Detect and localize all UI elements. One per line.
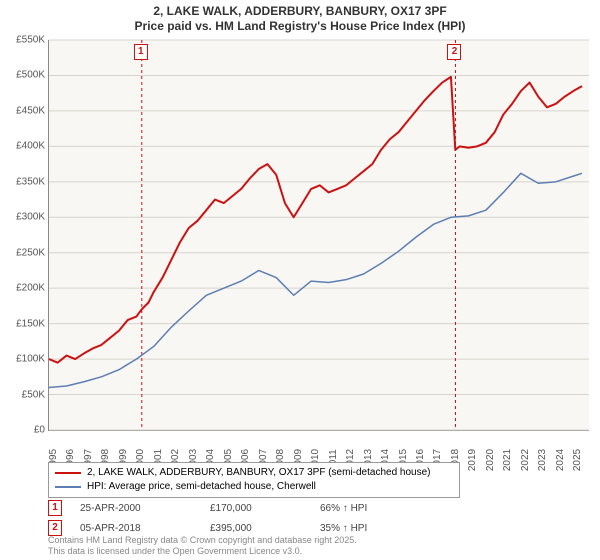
- legend-item-1: 2, LAKE WALK, ADDERBURY, BANBURY, OX17 3…: [55, 466, 453, 480]
- sale-marker-1: 1: [48, 500, 62, 516]
- footer: Contains HM Land Registry data © Crown c…: [48, 535, 357, 558]
- x-tick-label: 2020: [485, 449, 496, 471]
- legend-swatch-1: [55, 472, 81, 474]
- title-line-1: 2, LAKE WALK, ADDERBURY, BANBURY, OX17 3…: [0, 4, 600, 19]
- y-tick-label: £100K: [16, 354, 45, 365]
- y-tick-label: £350K: [16, 176, 45, 187]
- sale-date-1: 25-APR-2000: [80, 503, 210, 514]
- x-tick-label: 2022: [520, 449, 531, 471]
- y-tick-label: £500K: [16, 70, 45, 81]
- sale-delta-1: 66% ↑ HPI: [320, 503, 367, 514]
- x-tick-label: 2023: [537, 449, 548, 471]
- chart-marker: 1: [134, 44, 148, 60]
- legend-item-2: HPI: Average price, semi-detached house,…: [55, 480, 453, 494]
- y-tick-label: £300K: [16, 212, 45, 223]
- sale-delta-2: 35% ↑ HPI: [320, 523, 367, 534]
- sale-price-1: £170,000: [210, 503, 320, 514]
- x-tick-label: 2024: [555, 449, 566, 471]
- sale-date-2: 05-APR-2018: [80, 523, 210, 534]
- chart-title: 2, LAKE WALK, ADDERBURY, BANBURY, OX17 3…: [0, 0, 600, 34]
- sale-price-2: £395,000: [210, 523, 320, 534]
- chart-marker: 2: [447, 44, 461, 60]
- x-tick-label: 2025: [572, 449, 583, 471]
- chart-svg: [49, 40, 589, 430]
- y-tick-label: £550K: [16, 35, 45, 46]
- legend-swatch-2: [55, 486, 81, 488]
- x-tick-label: 2019: [467, 449, 478, 471]
- legend-label-2: HPI: Average price, semi-detached house,…: [87, 480, 316, 494]
- y-tick-label: £450K: [16, 105, 45, 116]
- sale-row-1: 1 25-APR-2000 £170,000 66% ↑ HPI: [48, 500, 367, 516]
- y-tick-label: £400K: [16, 141, 45, 152]
- footer-line-2: This data is licensed under the Open Gov…: [48, 546, 357, 557]
- y-tick-label: £150K: [16, 318, 45, 329]
- title-line-2: Price paid vs. HM Land Registry's House …: [0, 19, 600, 34]
- plot-area: [48, 40, 589, 431]
- footer-line-1: Contains HM Land Registry data © Crown c…: [48, 535, 357, 546]
- y-tick-label: £0: [34, 425, 45, 436]
- legend-label-1: 2, LAKE WALK, ADDERBURY, BANBURY, OX17 3…: [87, 466, 431, 480]
- legend: 2, LAKE WALK, ADDERBURY, BANBURY, OX17 3…: [48, 462, 460, 498]
- chart-container: 2, LAKE WALK, ADDERBURY, BANBURY, OX17 3…: [0, 0, 600, 560]
- y-tick-label: £250K: [16, 247, 45, 258]
- y-tick-label: £50K: [22, 389, 45, 400]
- y-tick-label: £200K: [16, 283, 45, 294]
- x-tick-label: 2021: [502, 449, 513, 471]
